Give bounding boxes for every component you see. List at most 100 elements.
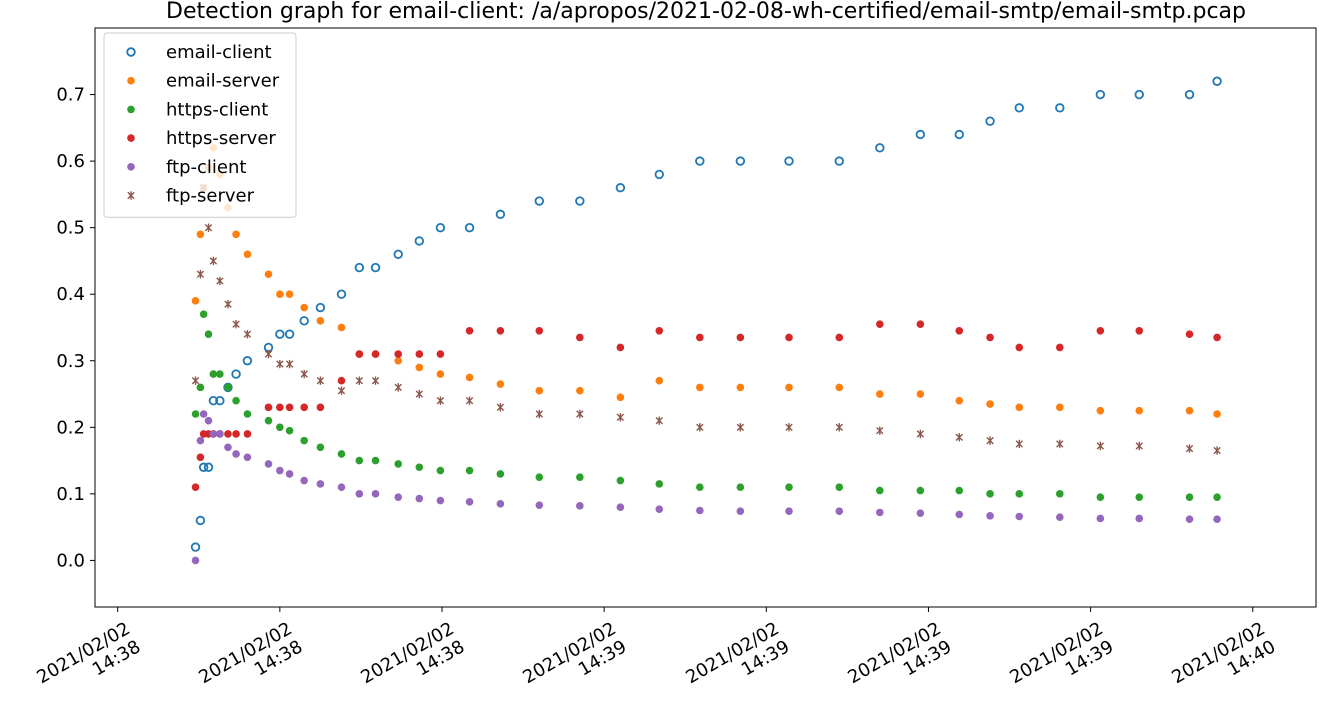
open-circle-marker <box>414 236 425 246</box>
x-marker <box>355 376 364 385</box>
x-marker <box>655 416 663 425</box>
circle-marker <box>1015 512 1024 521</box>
open-circle-marker <box>126 47 136 57</box>
circle-marker <box>285 426 294 435</box>
circle-marker <box>415 463 424 472</box>
circle-marker <box>785 333 793 342</box>
circle-marker <box>199 310 208 318</box>
circle-marker <box>1213 333 1221 342</box>
open-circle-marker <box>615 183 626 193</box>
circle-marker <box>955 396 964 405</box>
circle-marker <box>415 350 424 358</box>
circle-marker <box>616 476 625 485</box>
open-circle-marker <box>1014 103 1024 113</box>
circle-marker <box>300 436 308 445</box>
circle-marker <box>955 327 964 335</box>
circle-marker <box>337 483 346 492</box>
x-marker <box>415 389 423 399</box>
circle-marker <box>616 393 625 402</box>
open-circle-marker <box>1184 89 1195 100</box>
circle-marker <box>199 410 208 418</box>
circle-marker <box>300 403 308 412</box>
x-marker <box>496 403 505 412</box>
open-circle-marker <box>315 302 326 313</box>
circle-marker <box>835 383 844 392</box>
circle-marker <box>316 317 325 325</box>
x-marker <box>785 423 793 432</box>
open-circle-marker <box>495 209 506 220</box>
open-circle-marker <box>1134 89 1144 100</box>
circle-marker <box>835 483 844 492</box>
x-marker <box>276 359 284 369</box>
circle-marker <box>1185 493 1194 501</box>
circle-marker <box>835 507 844 515</box>
circle-marker <box>576 386 584 395</box>
circle-marker <box>264 403 273 412</box>
circle-marker <box>1056 403 1064 412</box>
circle-marker <box>191 483 200 492</box>
circle-marker <box>1213 410 1221 418</box>
circle-marker <box>535 386 544 395</box>
x-marker <box>204 223 213 232</box>
open-circle-marker <box>985 116 995 126</box>
circle-marker <box>394 350 403 358</box>
circle-marker <box>1056 490 1064 498</box>
circle-marker <box>436 370 445 378</box>
open-circle-marker <box>190 542 201 552</box>
circle-marker <box>1096 406 1105 415</box>
open-circle-marker <box>354 262 365 273</box>
circle-marker <box>1096 327 1105 335</box>
circle-marker <box>216 370 224 378</box>
legend-label: https-server <box>166 128 276 149</box>
circle-marker <box>191 297 200 305</box>
circle-marker <box>394 356 403 365</box>
circle-marker <box>224 430 232 438</box>
x-marker <box>196 270 205 279</box>
circle-marker <box>127 76 135 85</box>
legend-label: email-client <box>166 42 272 63</box>
circle-marker <box>1015 403 1024 412</box>
circle-marker <box>986 512 994 520</box>
open-circle-marker <box>203 462 214 472</box>
x-marker <box>232 319 240 329</box>
circle-marker <box>1135 514 1144 523</box>
circle-marker <box>916 509 925 517</box>
x-marker <box>316 376 325 385</box>
circle-marker <box>955 510 964 519</box>
circle-marker <box>835 333 844 342</box>
legend-label: email-server <box>166 71 280 92</box>
circle-marker <box>316 403 325 412</box>
circle-marker <box>465 466 474 475</box>
circle-marker <box>736 507 745 515</box>
circle-marker <box>209 430 218 438</box>
x-marker <box>436 396 445 405</box>
open-circle-marker <box>695 156 705 166</box>
x-marker <box>127 191 135 200</box>
circle-marker <box>576 473 584 482</box>
circle-marker <box>785 507 793 515</box>
circle-marker <box>337 376 346 385</box>
open-circle-marker <box>208 395 219 406</box>
circle-marker <box>415 363 424 372</box>
circle-marker <box>216 430 224 438</box>
circle-marker <box>496 500 505 508</box>
open-circle-marker <box>1095 89 1106 100</box>
circle-marker <box>337 450 346 458</box>
circle-marker <box>496 470 505 478</box>
circle-marker <box>276 423 284 432</box>
circle-marker <box>916 320 925 328</box>
circle-marker <box>1213 493 1221 501</box>
circle-marker <box>243 430 252 438</box>
circle-marker <box>371 350 380 358</box>
circle-marker <box>1135 493 1144 501</box>
circle-marker <box>576 502 584 510</box>
open-circle-marker <box>284 329 295 339</box>
circle-marker <box>264 416 273 425</box>
circle-marker <box>876 486 884 495</box>
circle-marker <box>127 134 135 142</box>
circle-marker <box>224 443 232 452</box>
circle-marker <box>916 390 925 398</box>
circle-marker <box>127 163 135 171</box>
open-circle-marker <box>575 196 585 206</box>
